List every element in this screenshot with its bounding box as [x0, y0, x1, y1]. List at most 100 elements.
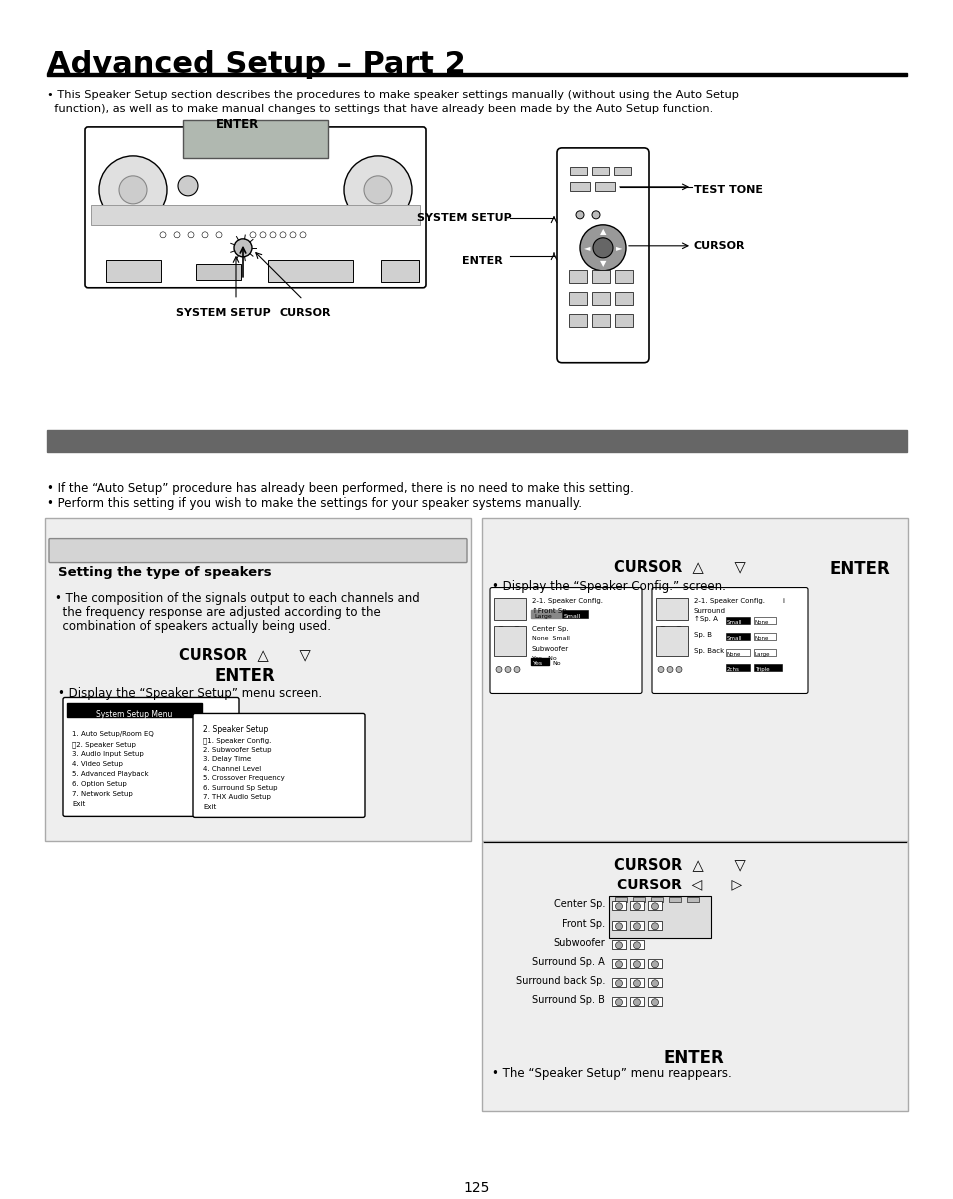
Circle shape: [615, 999, 622, 1006]
Text: Center Sp.: Center Sp.: [532, 626, 568, 632]
Bar: [592, 291, 609, 305]
Circle shape: [215, 231, 222, 237]
Text: Setting the type of speakers: Setting the type of speakers: [58, 566, 272, 579]
Text: 6. Option Setup: 6. Option Setup: [71, 782, 127, 788]
Circle shape: [514, 667, 519, 673]
Circle shape: [504, 667, 511, 673]
Text: 5. Advanced Playback: 5. Advanced Playback: [71, 771, 149, 777]
Text: None: None: [754, 620, 768, 625]
Text: 1. Auto Setup/Room EQ: 1. Auto Setup/Room EQ: [71, 731, 153, 737]
Text: • This Speaker Setup section describes the procedures to make speaker settings m: • This Speaker Setup section describes t…: [47, 90, 739, 100]
Text: ENTER: ENTER: [215, 118, 259, 131]
Circle shape: [633, 999, 639, 1006]
Circle shape: [615, 923, 622, 929]
Bar: [195, 264, 241, 279]
Bar: [650, 897, 662, 903]
Text: • Perform this setting if you wish to make the settings for your speaker systems: • Perform this setting if you wish to ma…: [47, 496, 581, 510]
Text: 2chs: 2chs: [726, 668, 740, 673]
Circle shape: [173, 231, 180, 237]
Circle shape: [651, 999, 658, 1006]
Bar: [592, 167, 608, 175]
Text: Subwoofer: Subwoofer: [532, 645, 569, 651]
Circle shape: [615, 980, 622, 987]
Text: Large: Large: [534, 614, 551, 619]
Text: ܒ2. Speaker Setup: ܒ2. Speaker Setup: [71, 741, 135, 748]
Text: • The “Speaker Setup” menu reappears.: • The “Speaker Setup” menu reappears.: [492, 1067, 731, 1080]
Text: • The composition of the signals output to each channels and: • The composition of the signals output …: [55, 591, 419, 604]
Text: 7. THX Audio Setup: 7. THX Audio Setup: [203, 795, 271, 801]
Bar: [568, 270, 586, 283]
Bar: [561, 609, 587, 617]
Bar: [725, 616, 749, 623]
Bar: [47, 429, 906, 452]
Bar: [612, 902, 625, 910]
FancyBboxPatch shape: [651, 588, 807, 693]
Text: 4. Channel Level: 4. Channel Level: [203, 766, 261, 772]
Bar: [612, 978, 625, 987]
Text: None: None: [726, 651, 740, 657]
FancyBboxPatch shape: [63, 698, 239, 817]
Text: 3. Delay Time: 3. Delay Time: [203, 757, 251, 763]
Bar: [656, 597, 687, 620]
Text: ↑Sp. A: ↑Sp. A: [693, 615, 717, 621]
Circle shape: [673, 627, 683, 637]
Text: 3. Audio Input Setup: 3. Audio Input Setup: [71, 752, 144, 758]
Text: Advanced Setup – Part 2: Advanced Setup – Part 2: [47, 50, 465, 79]
Bar: [106, 260, 161, 282]
Bar: [629, 998, 643, 1006]
Circle shape: [178, 176, 198, 195]
Text: Small: Small: [726, 635, 741, 640]
Bar: [612, 959, 625, 969]
Circle shape: [280, 231, 286, 237]
FancyBboxPatch shape: [49, 538, 467, 562]
Text: 2-1. Speaker Config.: 2-1. Speaker Config.: [532, 597, 602, 603]
Bar: [615, 291, 633, 305]
Circle shape: [160, 231, 166, 237]
Text: Surround: Surround: [693, 608, 725, 614]
Circle shape: [658, 667, 663, 673]
Circle shape: [676, 667, 681, 673]
Circle shape: [250, 231, 255, 237]
Bar: [615, 897, 626, 903]
Text: None  Small: None Small: [532, 635, 569, 640]
Bar: [592, 314, 609, 327]
Text: function), as well as to make manual changes to settings that have already been : function), as well as to make manual cha…: [47, 104, 713, 114]
Circle shape: [233, 239, 252, 257]
Text: CURSOR  △      ▽: CURSOR △ ▽: [179, 647, 311, 663]
Text: CURSOR: CURSOR: [280, 308, 331, 318]
Circle shape: [364, 176, 392, 204]
Text: ENTER: ENTER: [214, 668, 275, 686]
FancyBboxPatch shape: [85, 127, 426, 288]
FancyBboxPatch shape: [608, 897, 710, 939]
Bar: [629, 940, 643, 950]
Bar: [629, 978, 643, 987]
Text: i: i: [781, 597, 783, 603]
Circle shape: [651, 960, 658, 968]
Bar: [531, 657, 548, 665]
Bar: [615, 270, 633, 283]
Bar: [633, 897, 644, 903]
Circle shape: [299, 231, 306, 237]
Bar: [629, 959, 643, 969]
Bar: [668, 897, 680, 903]
Bar: [753, 649, 775, 656]
Text: the frequency response are adjusted according to the: the frequency response are adjusted acco…: [55, 605, 380, 619]
Bar: [647, 959, 661, 969]
Text: Subwoofer: Subwoofer: [553, 939, 604, 948]
Bar: [656, 626, 687, 656]
Bar: [686, 897, 699, 903]
Circle shape: [188, 231, 193, 237]
Text: Exit: Exit: [203, 803, 216, 809]
Text: CURSOR: CURSOR: [693, 241, 744, 251]
Circle shape: [651, 923, 658, 929]
Bar: [67, 704, 202, 717]
Circle shape: [633, 903, 639, 910]
Bar: [725, 649, 749, 656]
Text: SYSTEM SETUP: SYSTEM SETUP: [416, 213, 511, 223]
Text: ENTER: ENTER: [461, 255, 502, 266]
FancyBboxPatch shape: [481, 518, 907, 842]
Circle shape: [633, 923, 639, 929]
Circle shape: [633, 960, 639, 968]
Text: Small: Small: [726, 620, 741, 625]
Text: SYSTEM SETUP: SYSTEM SETUP: [175, 308, 271, 318]
